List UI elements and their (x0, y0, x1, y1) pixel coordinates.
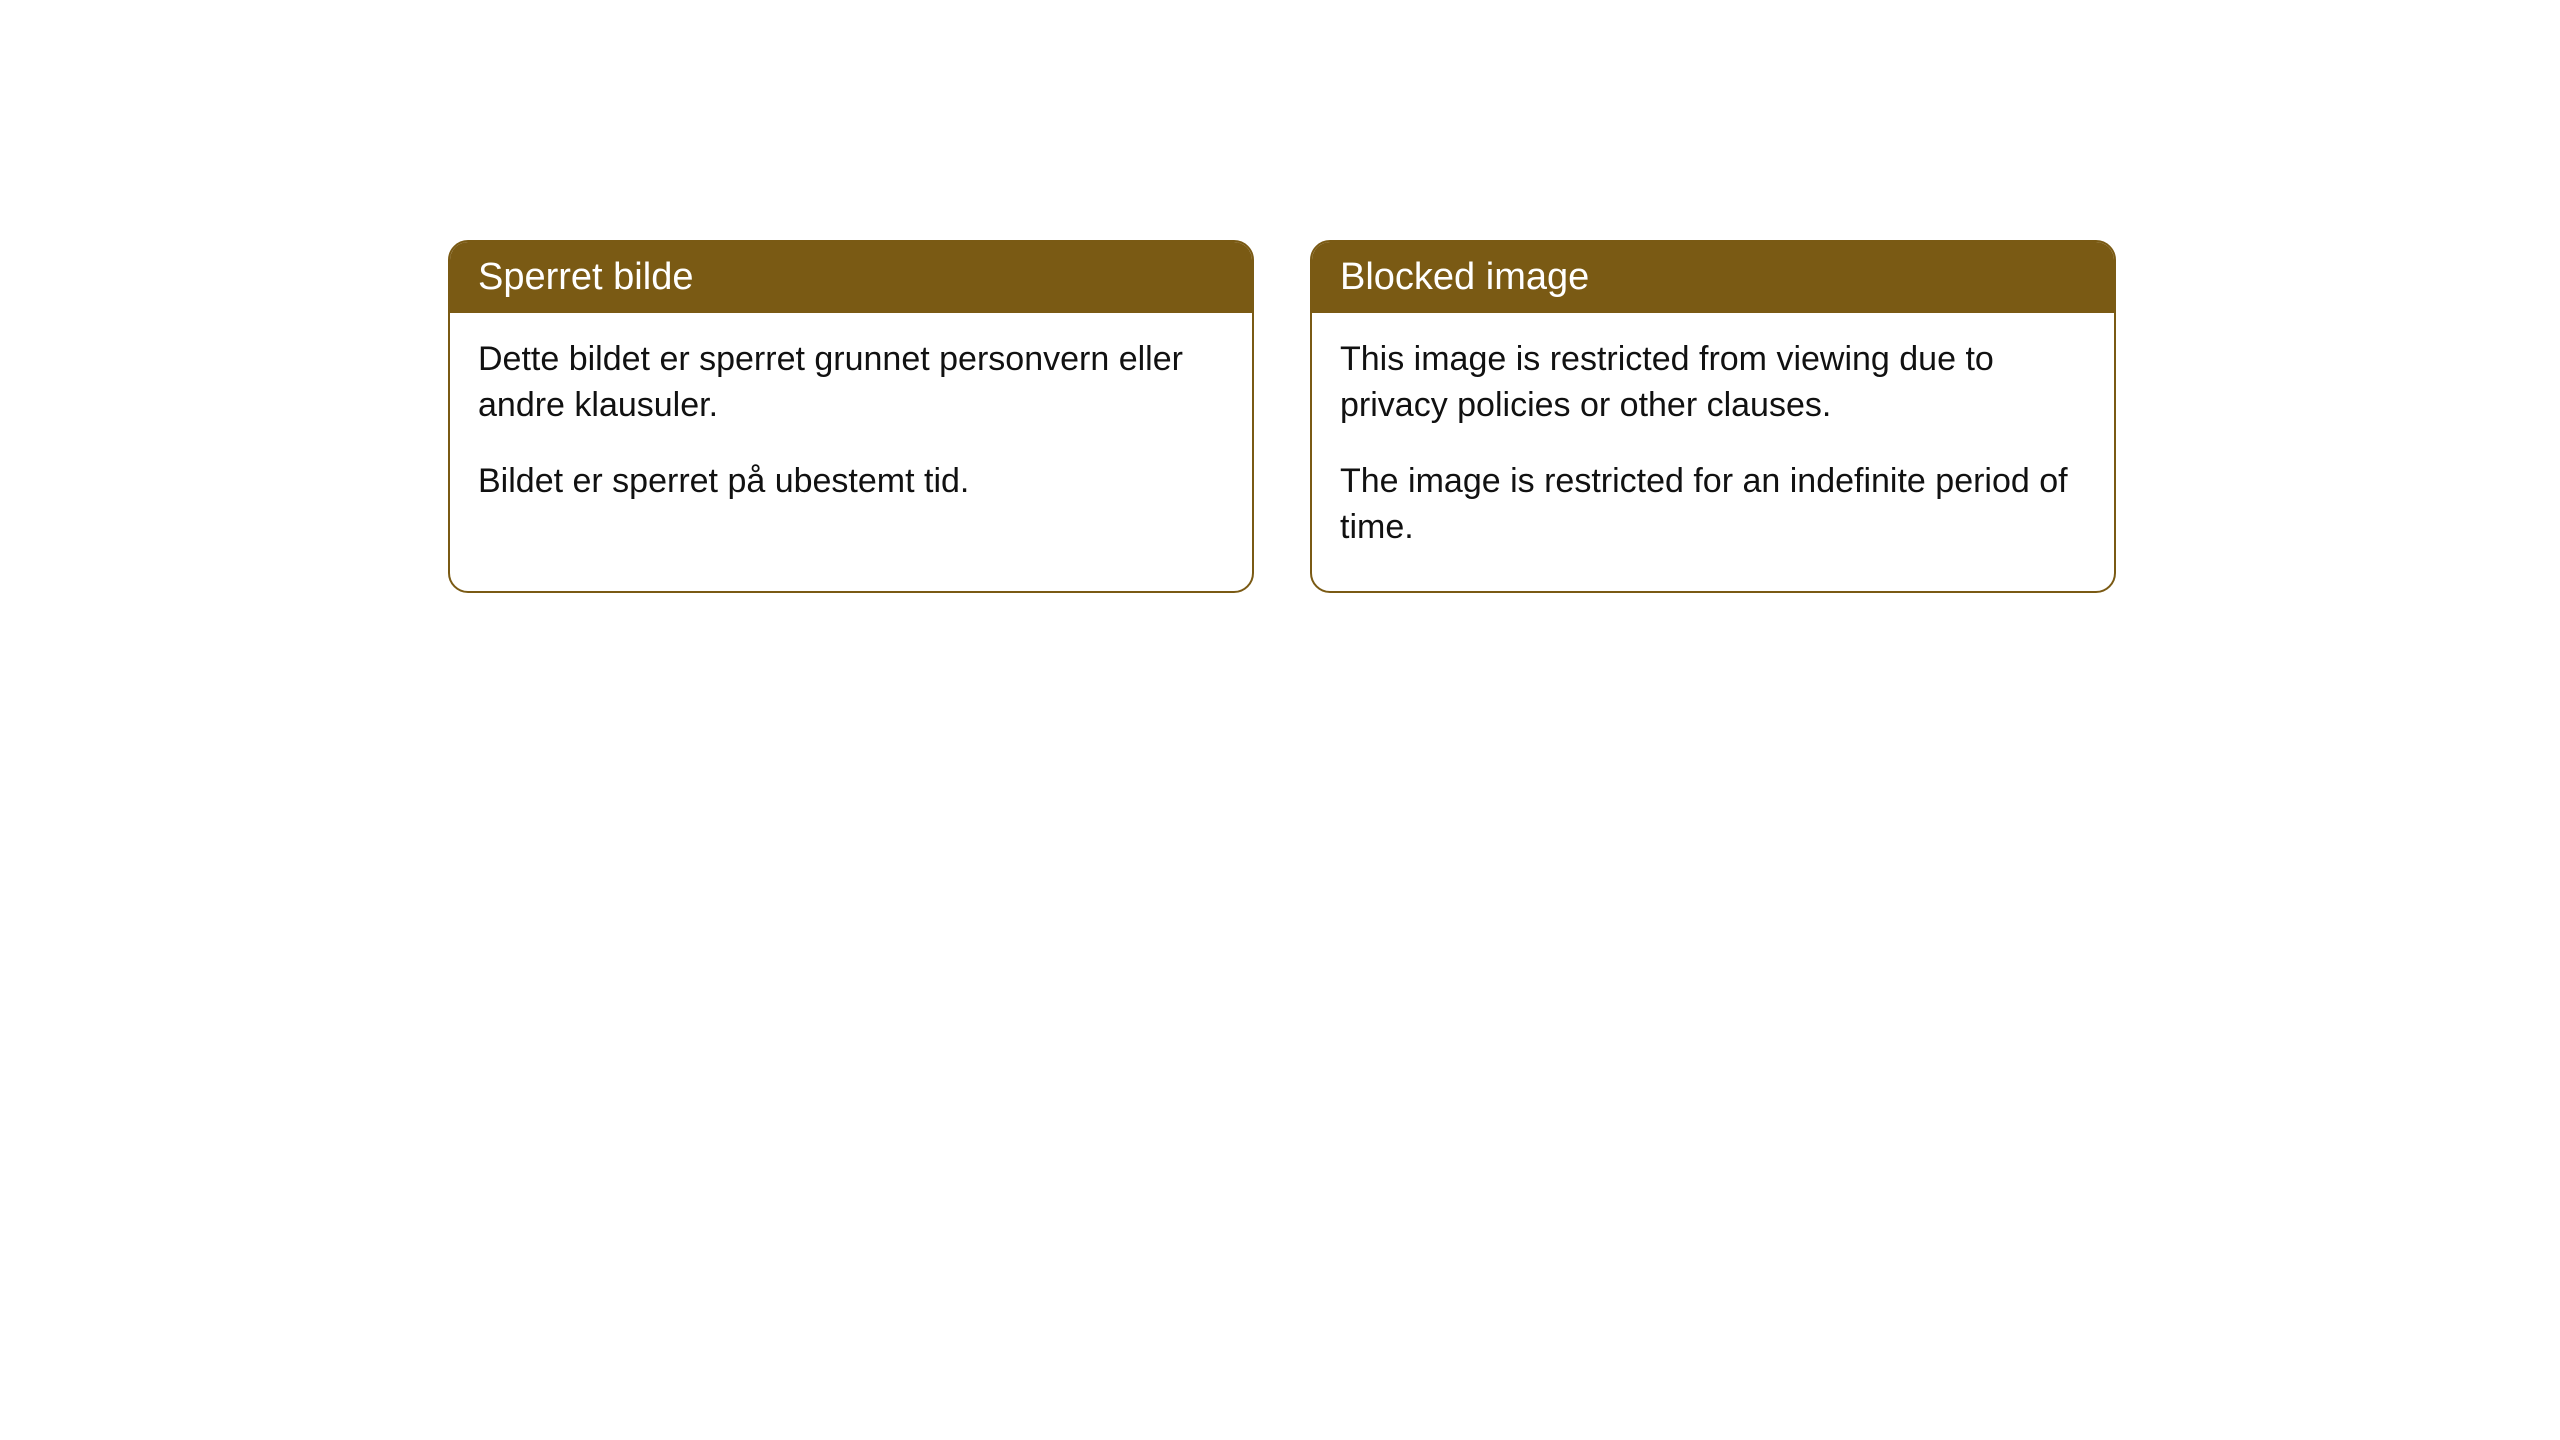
notice-card-norwegian: Sperret bilde Dette bildet er sperret gr… (448, 240, 1254, 593)
card-body: Dette bildet er sperret grunnet personve… (450, 313, 1252, 545)
card-paragraph-2: Bildet er sperret på ubestemt tid. (478, 459, 1224, 505)
notice-container: Sperret bilde Dette bildet er sperret gr… (448, 240, 2116, 593)
card-header: Blocked image (1312, 242, 2114, 313)
card-title: Blocked image (1340, 256, 1589, 298)
card-body: This image is restricted from viewing du… (1312, 313, 2114, 591)
card-header: Sperret bilde (450, 242, 1252, 313)
notice-card-english: Blocked image This image is restricted f… (1310, 240, 2116, 593)
card-paragraph-1: This image is restricted from viewing du… (1340, 337, 2086, 429)
card-paragraph-1: Dette bildet er sperret grunnet personve… (478, 337, 1224, 429)
card-paragraph-2: The image is restricted for an indefinit… (1340, 459, 2086, 551)
card-title: Sperret bilde (478, 256, 693, 298)
